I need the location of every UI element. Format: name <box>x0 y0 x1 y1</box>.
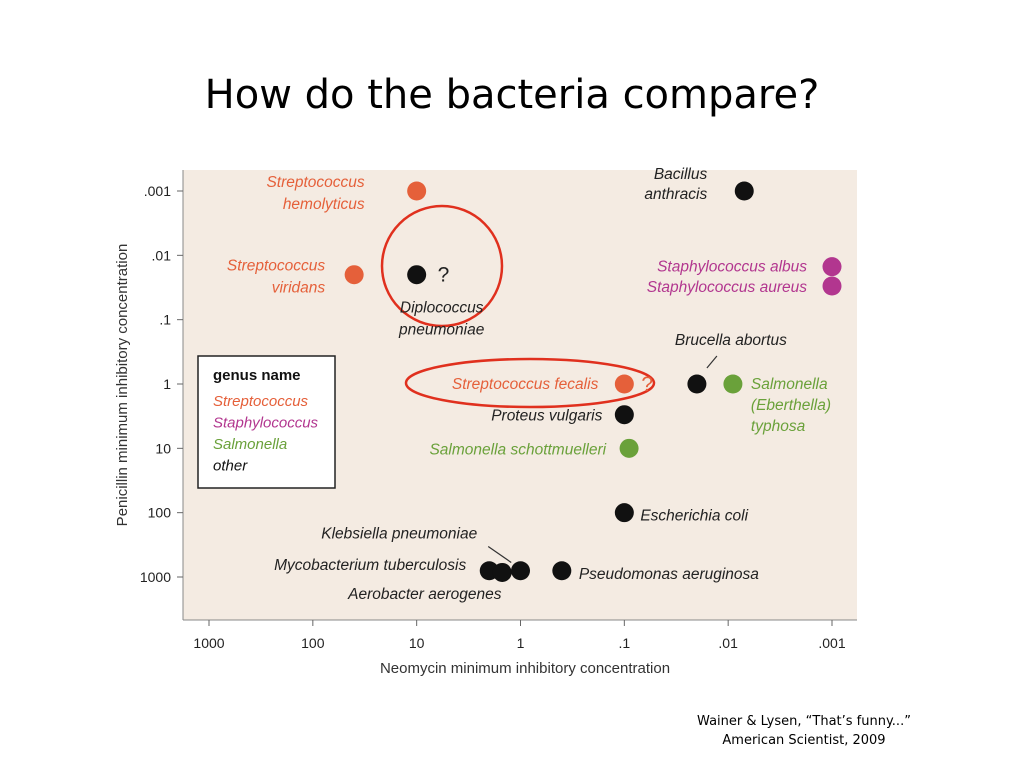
citation-journal: American Scientist, 2009 <box>722 733 886 748</box>
y-tick-label: 100 <box>148 505 172 521</box>
point-diplococcus-pneumoniae <box>407 265 427 285</box>
label-aerobacter-aerogenes: Aerobacter aerogenes <box>347 586 502 603</box>
leader-line <box>487 545 512 563</box>
point-aerobacter-aerogenes <box>511 561 530 581</box>
highlight-ring-diplococcus <box>380 204 504 328</box>
label-diplococcus-pneumoniae: Diplococcus pneumoniae <box>398 300 485 339</box>
label-bacillus-anthracis: Bacillus anthracis <box>644 166 707 203</box>
point-staphylococcus-albus <box>822 257 842 277</box>
x-tick-label: .001 <box>818 635 845 651</box>
point-salmonella-eberthella-typhosa <box>723 374 743 394</box>
x-tick-label: 10 <box>409 635 425 651</box>
label-pseudomonas-aeruginosa: Pseudomonas aeruginosa <box>579 566 759 583</box>
label-proteus-vulgaris: Proteus vulgaris <box>491 408 602 425</box>
point-brucella-abortus <box>687 374 707 394</box>
legend: genus name Streptococcus Staphylococcus Sal… <box>197 355 336 489</box>
y-tick-label: 1000 <box>140 569 171 585</box>
point-salmonella-schottmuelleri <box>619 438 639 458</box>
legend-entry-salmonella: Salmonella <box>213 436 287 453</box>
point-escherichia-coli <box>614 503 634 523</box>
y-tick-label: .01 <box>152 247 172 263</box>
y-tick-label: .1 <box>159 312 171 328</box>
point-proteus-vulgaris <box>614 405 634 425</box>
legend-entry-streptococcus: Streptococcus <box>213 393 309 410</box>
label-staphylococcus-albus: Staphylococcus albus <box>657 259 807 276</box>
y-tick-label: .001 <box>144 183 171 199</box>
label-salmonella-eberthella-typhosa: Salmonella (Eberthella) typhosa <box>751 376 831 435</box>
label-staphylococcus-aureus: Staphylococcus aureus <box>647 279 808 296</box>
point-pseudomonas-aeruginosa <box>552 561 572 581</box>
slide-title: How do the bacteria compare? <box>204 72 820 118</box>
question-mark: ? <box>438 264 450 287</box>
x-tick-label: 1 <box>517 635 525 651</box>
label-streptococcus-viridans: Streptococcus viridans <box>227 258 325 297</box>
point-streptococcus-hemolyticus <box>407 181 427 201</box>
highlight-rings <box>380 204 656 409</box>
y-tick-label: 1 <box>163 376 171 392</box>
axes: .001 .01 .1 1 10 100 1000 1000 100 10 1 .1 .01 .001 <box>140 170 857 651</box>
y-axis-label: Penicillin minimum inhibitory concentrat… <box>114 244 131 527</box>
citation-authors: Wainer & Lysen, “That’s funny...” <box>697 714 911 729</box>
label-klebsiella-pneumoniae: Klebsiella pneumoniae <box>321 525 477 542</box>
point-bacillus-anthracis <box>734 181 754 201</box>
point-streptococcus-viridans <box>344 265 364 285</box>
label-streptococcus-hemolyticus: Streptococcus hemolyticus <box>266 174 364 213</box>
point-klebsiella-pneumoniae <box>492 562 512 582</box>
label-salmonella-schottmuelleri: Salmonella schottmuelleri <box>429 441 606 458</box>
question-mark: ? <box>641 373 653 396</box>
legend-title: genus name <box>213 367 301 384</box>
point-staphylococcus-aureus <box>822 276 842 296</box>
x-tick-label: .01 <box>718 635 738 651</box>
leader-line <box>706 355 718 369</box>
x-tick-label: .1 <box>618 635 630 651</box>
citation: Wainer & Lysen, “That’s funny...” Americ… <box>644 712 964 750</box>
x-axis-label: Neomycin minimum inhibitory concentratio… <box>380 660 670 677</box>
label-mycobacterium-tuberculosis: Mycobacterium tuberculosis <box>274 557 466 574</box>
highlight-ring-fecalis <box>404 357 656 409</box>
point-labels: Streptococcus hemolyticus Streptococcus vir… <box>227 166 831 603</box>
x-tick-label: 1000 <box>193 635 224 651</box>
point-streptococcus-fecalis <box>614 374 634 394</box>
y-tick-label: 10 <box>155 440 171 456</box>
legend-box <box>197 355 336 489</box>
legend-entry-other: other <box>213 458 248 475</box>
x-tick-label: 100 <box>301 635 325 651</box>
label-streptococcus-fecalis: Streptococcus fecalis <box>452 376 599 393</box>
label-brucella-abortus: Brucella abortus <box>675 332 787 349</box>
label-escherichia-coli: Escherichia coli <box>640 508 748 525</box>
data-points <box>344 181 842 582</box>
legend-entry-staphylococcus: Staphylococcus <box>213 415 319 432</box>
